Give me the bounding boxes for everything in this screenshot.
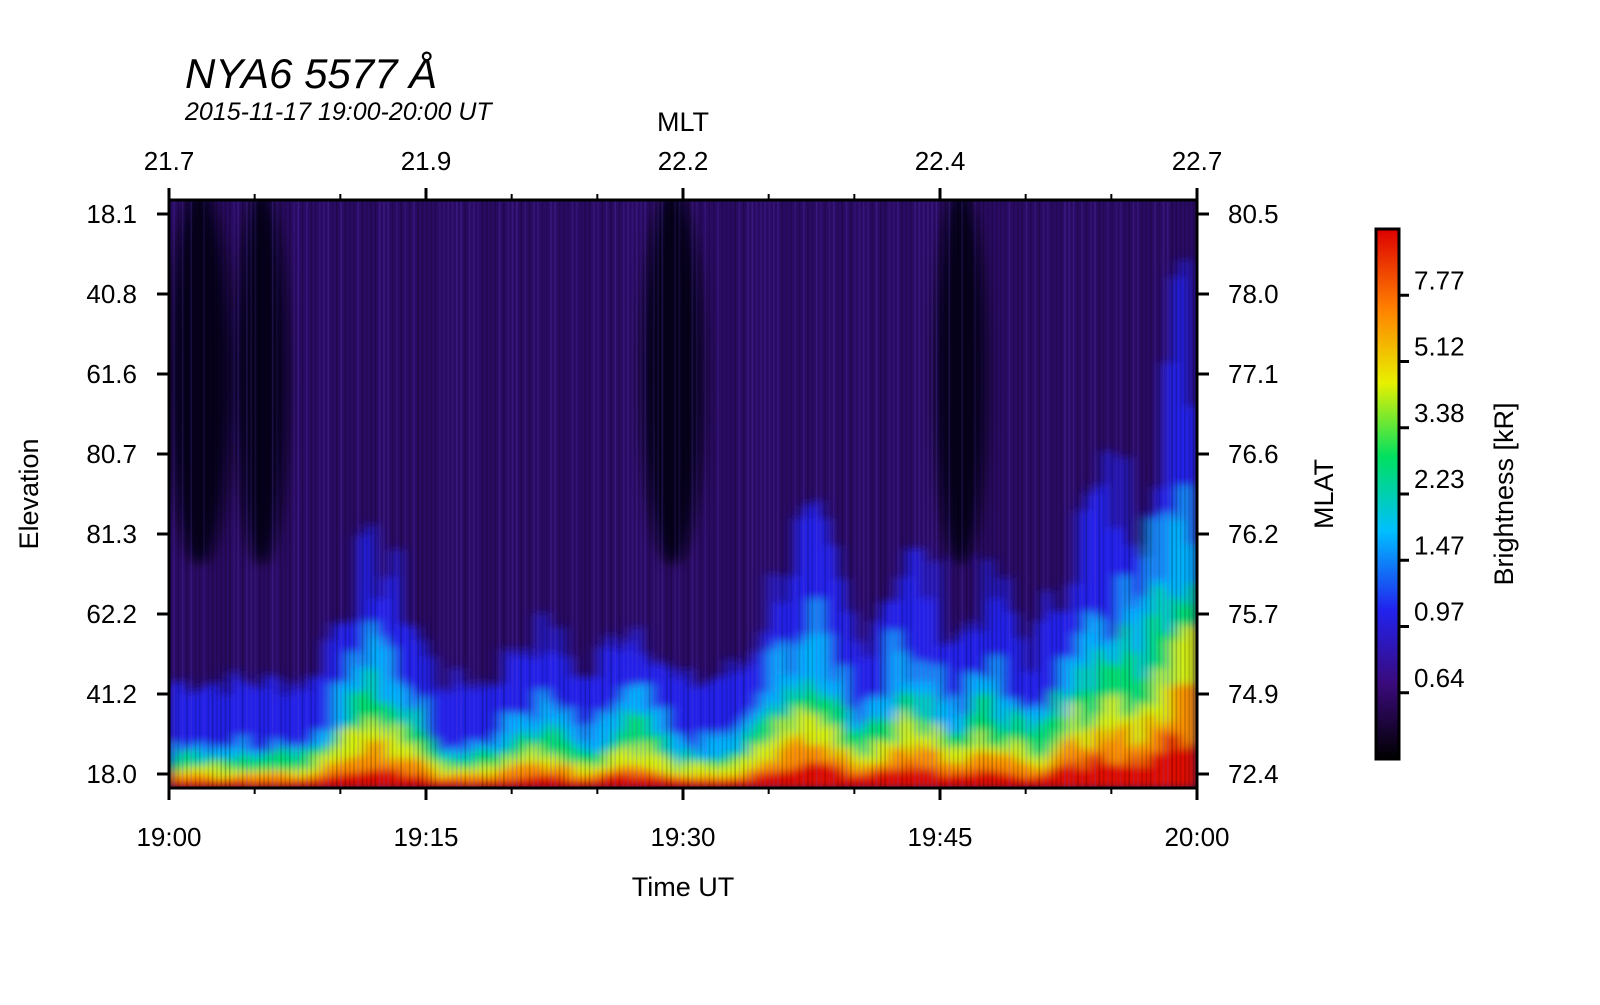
y-axis-label: Elevation	[14, 438, 44, 549]
x-axis-label: Time UT	[632, 872, 735, 902]
x-tick-label: 19:45	[907, 822, 972, 852]
colorbar-label: Brightness [kR]	[1489, 402, 1519, 585]
x-tick-label: 19:00	[136, 822, 201, 852]
colorbar-tick-label: 5.12	[1414, 332, 1465, 362]
colorbar	[1374, 227, 1401, 761]
left-tick-label: 61.6	[86, 359, 137, 389]
right-tick-label: 76.2	[1228, 519, 1279, 549]
colorbar-tick-label: 3.38	[1414, 398, 1465, 428]
top-tick-label: 22.4	[915, 146, 966, 176]
top-tick-label: 21.9	[401, 146, 452, 176]
colorbar-tick-label: 0.64	[1414, 663, 1465, 693]
chart-subtitle: 2015-11-17 19:00-20:00 UT	[184, 98, 493, 126]
x-tick-label: 20:00	[1164, 822, 1229, 852]
right-tick-label: 72.4	[1228, 759, 1279, 789]
x-axis-ticks: 19:00 19:15 19:30 19:45 20:00	[136, 788, 1230, 852]
left-tick-label: 18.0	[86, 759, 137, 789]
right-axis-label: MLAT	[1309, 459, 1339, 529]
x-tick-label: 19:30	[650, 822, 715, 852]
right-tick-label: 80.5	[1228, 199, 1279, 229]
heatmap-field	[169, 200, 1197, 788]
left-axis-ticks: 18.1 40.8 61.6 80.7 81.3 62.2 41.2 18.0	[86, 199, 169, 789]
colorbar-tick-label: 7.77	[1414, 265, 1465, 295]
chart-title: NYA6 5577 Å	[185, 50, 437, 97]
top-axis-ticks: 21.7 21.9 22.2 22.4 22.7	[144, 146, 1223, 200]
left-tick-label: 80.7	[86, 439, 137, 469]
left-tick-label: 81.3	[86, 519, 137, 549]
left-tick-label: 62.2	[86, 599, 137, 629]
right-tick-label: 78.0	[1228, 279, 1279, 309]
top-tick-label: 22.2	[658, 146, 709, 176]
right-tick-label: 76.6	[1228, 439, 1279, 469]
left-tick-label: 41.2	[86, 679, 137, 709]
top-axis-label: MLT	[657, 107, 709, 137]
right-axis-ticks: 80.5 78.0 77.1 76.6 76.2 75.7 74.9 72.4	[1197, 199, 1279, 789]
top-tick-label: 22.7	[1172, 146, 1223, 176]
right-tick-label: 77.1	[1228, 359, 1279, 389]
top-tick-label: 21.7	[144, 146, 195, 176]
x-tick-label: 19:15	[393, 822, 458, 852]
colorbar-tick-label: 2.23	[1414, 464, 1465, 494]
right-tick-label: 74.9	[1228, 679, 1279, 709]
right-tick-label: 75.7	[1228, 599, 1279, 629]
colorbar-tick-label: 1.47	[1414, 530, 1465, 560]
colorbar-ticks: 0.64 0.97 1.47 2.23 3.38 5.12 7.77	[1399, 265, 1465, 695]
colorbar-tick-label: 0.97	[1414, 597, 1465, 627]
left-tick-label: 40.8	[86, 279, 137, 309]
left-tick-label: 18.1	[86, 199, 137, 229]
